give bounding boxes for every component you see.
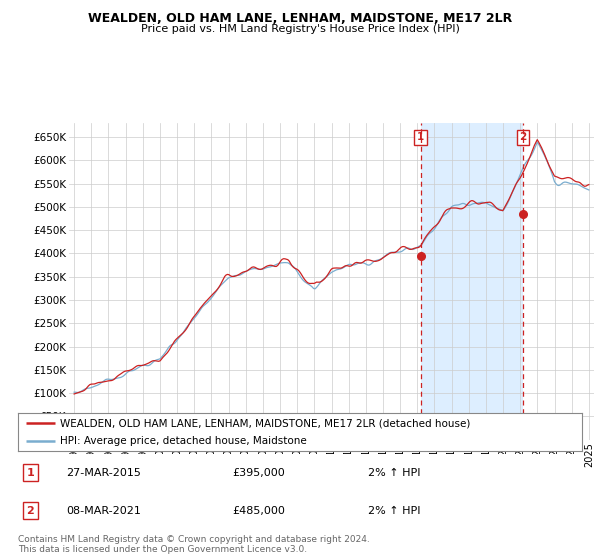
Text: £395,000: £395,000	[232, 468, 285, 478]
Text: Contains HM Land Registry data © Crown copyright and database right 2024.
This d: Contains HM Land Registry data © Crown c…	[18, 535, 370, 554]
Bar	[421, 123, 523, 440]
Text: WEALDEN, OLD HAM LANE, LENHAM, MAIDSTONE, ME17 2LR (detached house): WEALDEN, OLD HAM LANE, LENHAM, MAIDSTONE…	[60, 418, 470, 428]
Text: 1: 1	[417, 132, 424, 142]
Text: WEALDEN, OLD HAM LANE, LENHAM, MAIDSTONE, ME17 2LR: WEALDEN, OLD HAM LANE, LENHAM, MAIDSTONE…	[88, 12, 512, 25]
Text: £485,000: £485,000	[232, 506, 285, 516]
Text: 2: 2	[26, 506, 34, 516]
Text: Price paid vs. HM Land Registry's House Price Index (HPI): Price paid vs. HM Land Registry's House …	[140, 24, 460, 34]
Text: HPI: Average price, detached house, Maidstone: HPI: Average price, detached house, Maid…	[60, 436, 307, 446]
Text: 2% ↑ HPI: 2% ↑ HPI	[368, 468, 420, 478]
Text: 1: 1	[26, 468, 34, 478]
Text: 08-MAR-2021: 08-MAR-2021	[66, 506, 141, 516]
Text: 27-MAR-2015: 27-MAR-2015	[66, 468, 141, 478]
Text: 2% ↑ HPI: 2% ↑ HPI	[368, 506, 420, 516]
Text: 2: 2	[520, 132, 527, 142]
